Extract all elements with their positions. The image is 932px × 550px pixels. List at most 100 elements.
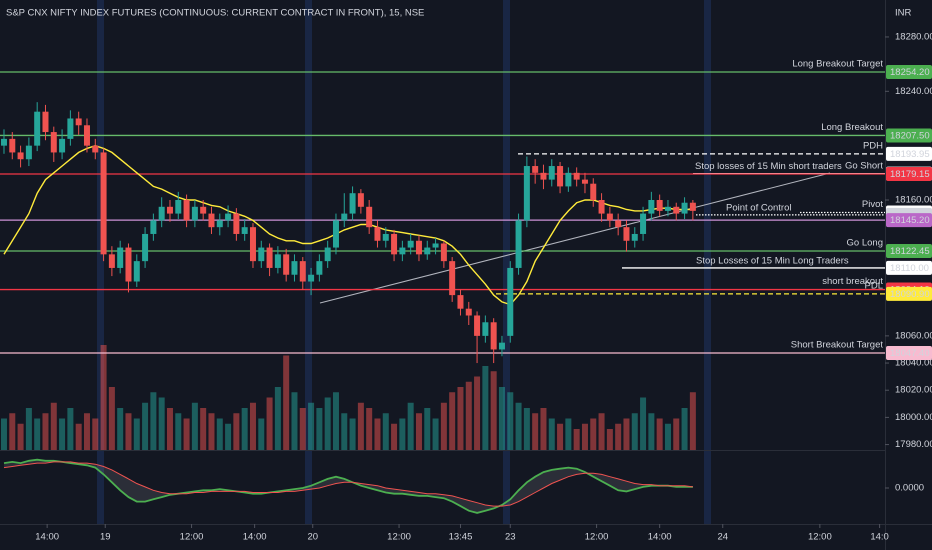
trend-line bbox=[319, 172, 831, 304]
candle-body bbox=[615, 220, 622, 228]
candle-body bbox=[225, 213, 232, 221]
volume-bar bbox=[498, 387, 505, 450]
candle-body bbox=[125, 247, 132, 282]
volume-bar bbox=[274, 387, 281, 450]
volume-bar bbox=[382, 413, 389, 450]
candle-body bbox=[465, 308, 472, 316]
price-tag-label: 18254.20 bbox=[890, 67, 930, 78]
candle-body bbox=[324, 247, 331, 262]
level-annotation: PDL bbox=[865, 280, 883, 291]
candle-body bbox=[424, 247, 431, 255]
x-tick-label: 24 bbox=[717, 532, 728, 543]
candle-body bbox=[557, 166, 564, 187]
volume-bar bbox=[83, 413, 90, 450]
price-tag bbox=[886, 345, 932, 360]
volume-bar bbox=[332, 392, 339, 450]
session-break bbox=[305, 0, 312, 524]
volume-bar bbox=[133, 418, 140, 450]
candle-body bbox=[249, 227, 256, 262]
osc-tick-label: 0.0000 bbox=[895, 483, 924, 494]
volume-bar bbox=[424, 408, 431, 450]
volume-bar bbox=[507, 392, 514, 450]
volume-bar bbox=[673, 418, 680, 450]
candle-body bbox=[673, 206, 680, 214]
price-tag-label: 18047.40 bbox=[890, 348, 930, 359]
volume-bar bbox=[208, 413, 215, 450]
x-tick-label: 19 bbox=[100, 532, 111, 543]
candle-body bbox=[283, 254, 290, 275]
volume-bar bbox=[150, 392, 157, 450]
y-tick-label: 18160.00 bbox=[895, 195, 932, 206]
candle-body bbox=[349, 193, 356, 214]
candle-body bbox=[158, 206, 165, 221]
candle-body bbox=[498, 342, 505, 350]
candle-body bbox=[573, 172, 580, 180]
level-annotation: Stop Losses of 15 Min Long Traders bbox=[696, 255, 849, 266]
candle-body bbox=[548, 166, 555, 180]
price-tag bbox=[886, 128, 932, 143]
volume-bar bbox=[415, 413, 422, 450]
candle-body bbox=[50, 132, 57, 153]
candle-body bbox=[407, 240, 414, 248]
volume-bar bbox=[399, 418, 406, 450]
volume-bar bbox=[233, 413, 240, 450]
level-annotation: Long Breakout Target bbox=[792, 59, 883, 70]
level-annotation: Short Breakout Target bbox=[791, 340, 884, 351]
price-tag bbox=[886, 213, 932, 228]
candle-body bbox=[399, 247, 406, 255]
level-annotation: Go Long bbox=[847, 238, 883, 249]
volume-bar bbox=[689, 392, 696, 450]
candle-body bbox=[432, 243, 439, 248]
volume-bar bbox=[142, 402, 149, 450]
candle-body bbox=[133, 261, 140, 282]
x-tick-label: 14:00 bbox=[35, 532, 59, 543]
candle-body bbox=[382, 233, 389, 241]
candle-body bbox=[656, 200, 663, 211]
session-break bbox=[704, 0, 711, 524]
candle-body bbox=[117, 247, 124, 268]
candle-body bbox=[0, 138, 7, 146]
x-tick-label: 12:00 bbox=[387, 532, 411, 543]
volume-bar bbox=[299, 408, 306, 450]
volume-bar bbox=[17, 423, 24, 450]
price-tag-label: 18207.50 bbox=[890, 130, 930, 141]
volume-bar bbox=[474, 376, 481, 450]
volume-bar bbox=[42, 413, 49, 450]
volume-bar bbox=[341, 413, 348, 450]
marks: 18280.00 18240.00 18160.00 18060.00 18040.00… bbox=[0, 31, 932, 543]
candle-body bbox=[59, 138, 66, 153]
y-tick-label: 18060.00 bbox=[895, 330, 932, 341]
candle-body bbox=[640, 213, 647, 234]
volume-bar bbox=[615, 423, 622, 450]
candle-body bbox=[191, 206, 198, 221]
candle-body bbox=[598, 200, 605, 214]
session-break bbox=[97, 0, 104, 524]
volume-bar bbox=[67, 408, 74, 450]
volume-bar bbox=[573, 429, 580, 450]
volume-bar bbox=[515, 402, 522, 450]
price-tag-label: 18193.95 bbox=[890, 149, 930, 160]
price-tag-label: 18122.45 bbox=[890, 246, 930, 257]
volume-bar bbox=[440, 402, 447, 450]
candle-body bbox=[233, 213, 240, 234]
volume-bar bbox=[108, 387, 115, 450]
candle-body bbox=[100, 152, 107, 255]
volume-bar bbox=[92, 418, 99, 450]
candle-body bbox=[391, 233, 398, 255]
candle-body bbox=[150, 220, 157, 234]
candle-body bbox=[532, 166, 539, 173]
candle-body bbox=[490, 322, 497, 350]
volume-bar bbox=[349, 418, 356, 450]
candle-body bbox=[689, 202, 696, 211]
volume-bar bbox=[391, 423, 398, 450]
x-tick-label: 12:00 bbox=[808, 532, 832, 543]
y-tick-label: 18280.00 bbox=[895, 31, 932, 42]
osc-line bbox=[3, 458, 693, 514]
y-tick-label: 17980.00 bbox=[895, 439, 932, 450]
candle-body bbox=[341, 213, 348, 221]
candle-body bbox=[357, 193, 364, 207]
candle-body bbox=[208, 213, 215, 228]
currency: INR bbox=[895, 8, 912, 19]
